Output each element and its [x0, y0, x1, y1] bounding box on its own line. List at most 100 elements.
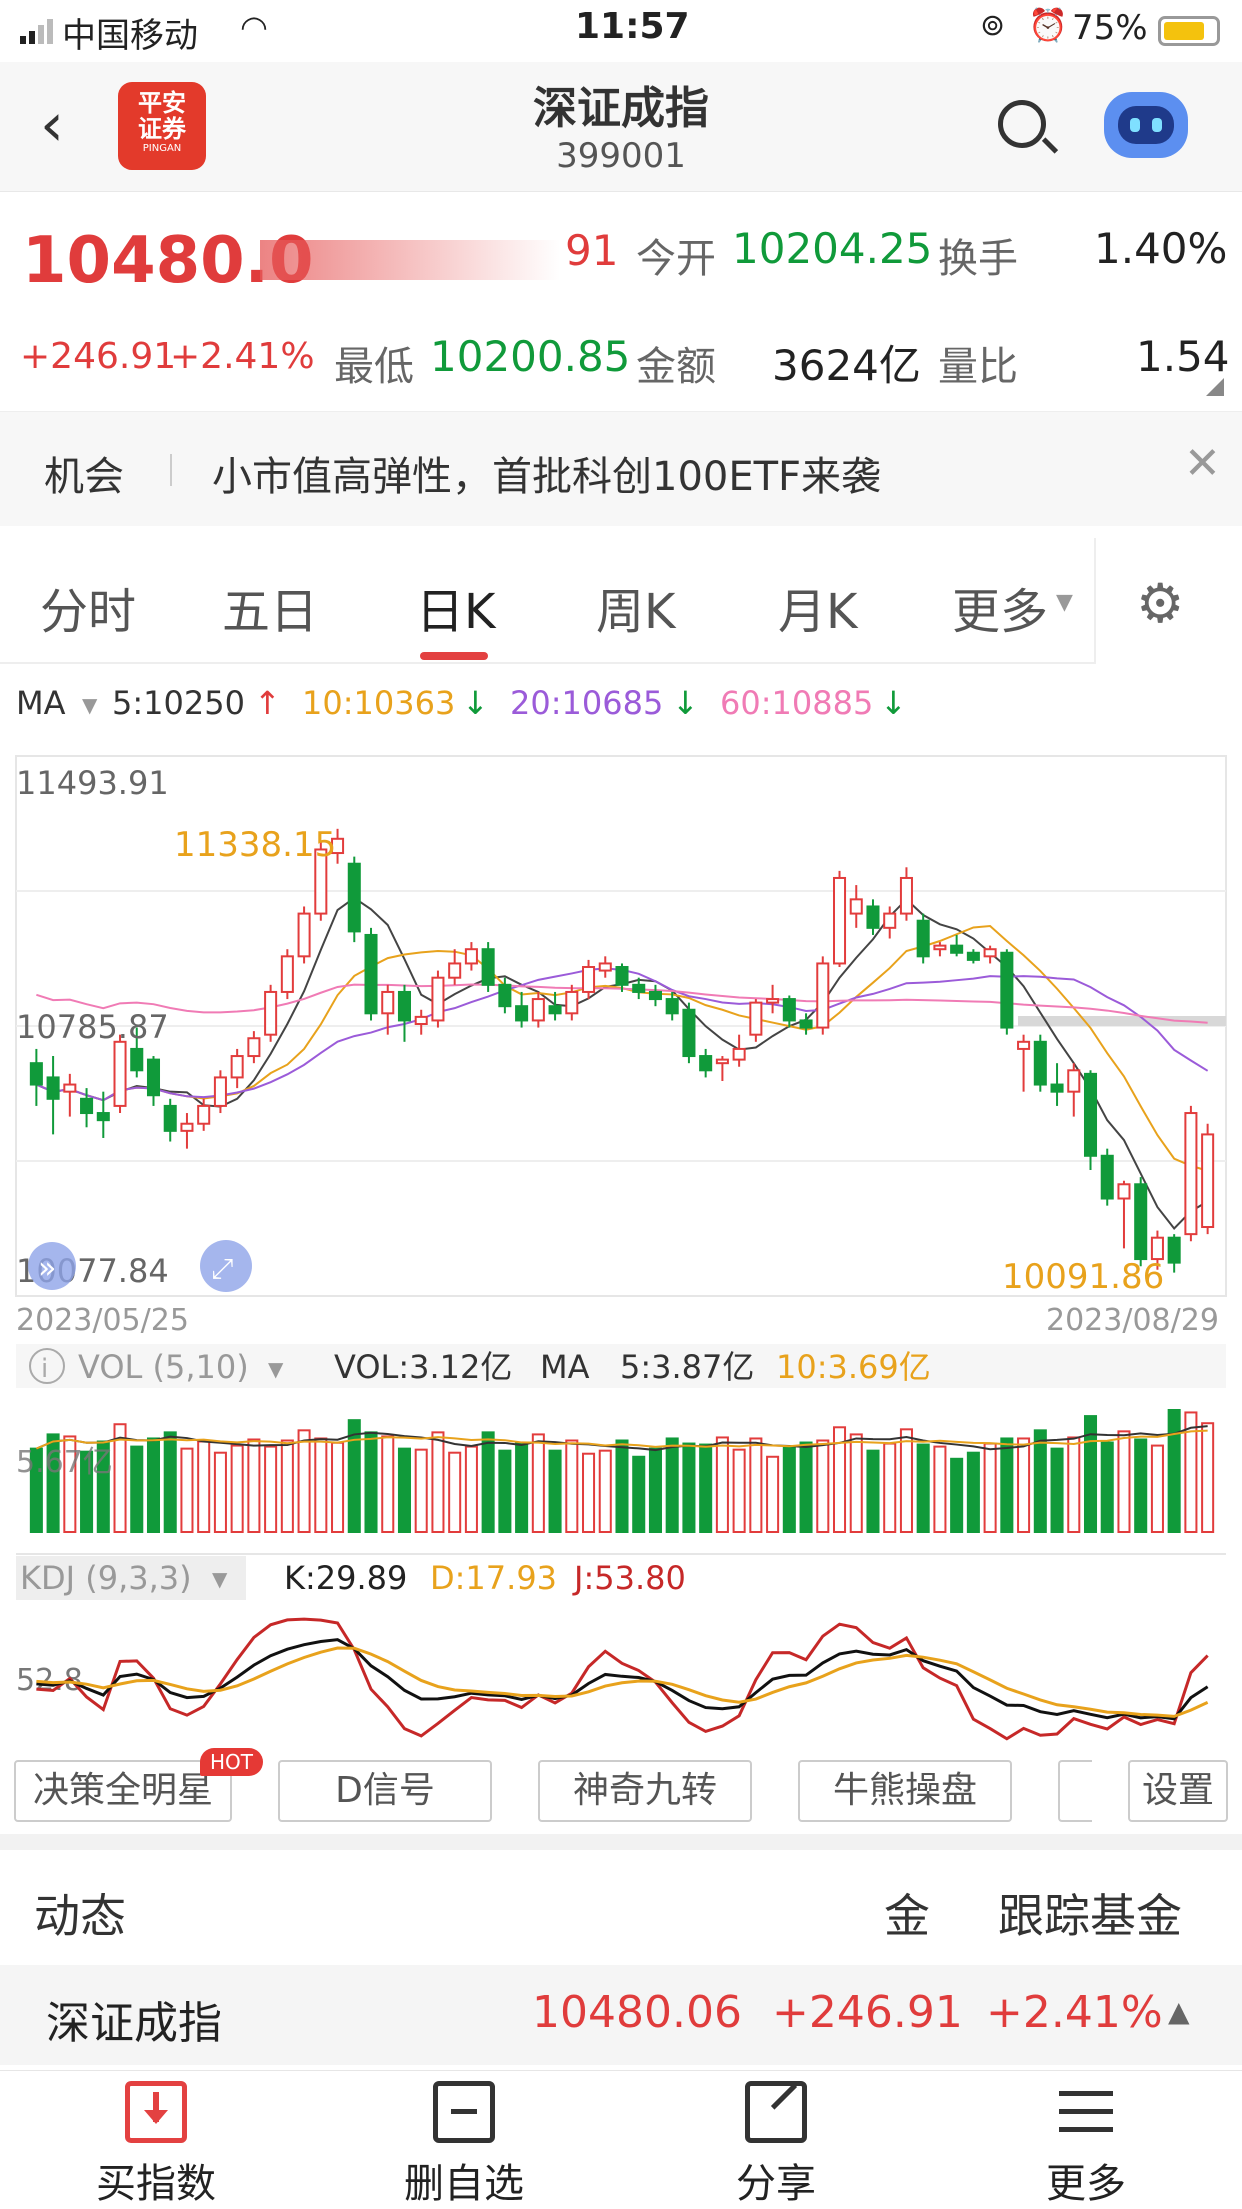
bottom-action-bar: 买指数 删自选 分享 更多	[0, 2070, 1242, 2208]
volume-bar-down	[1050, 1447, 1064, 1534]
kline-chart-area[interactable]: MA ▼ 5:10250 ↑ 10:10363 ↓ 20:10685 ↓ 60:…	[0, 664, 1242, 1824]
volume-bar-up	[1067, 1436, 1081, 1534]
volume-ratio-value: 1.54	[1136, 332, 1230, 381]
search-icon[interactable]	[998, 100, 1059, 154]
down-arrow-icon: ↓	[462, 684, 489, 722]
volume-bar-up	[297, 1429, 311, 1533]
download-icon	[125, 2081, 187, 2143]
volume-bar-down	[548, 1449, 562, 1534]
quote-panel: 10480.0 91 今开 10204.25 换手 1.40% +246.91 …	[0, 192, 1242, 412]
tool-bull-bear[interactable]: 牛熊操盘	[798, 1760, 1012, 1822]
gold-tab[interactable]: 金	[884, 1889, 930, 1943]
down-arrow-icon: ↓	[672, 684, 699, 722]
price-reference-band	[1018, 1016, 1226, 1026]
tab-weekly-k[interactable]: 周K	[596, 584, 676, 640]
candle-down	[146, 1058, 161, 1097]
volume-bar-up	[314, 1437, 328, 1534]
volume-bar-down	[163, 1431, 177, 1533]
candle-up	[448, 962, 462, 979]
ma10-line	[35, 925, 1208, 1172]
tab-more[interactable]: 更多	[952, 584, 1049, 640]
ma5-line	[35, 896, 1209, 1230]
candle-down	[632, 983, 646, 993]
index-summary-row[interactable]: 深证成指 10480.06 +246.91 +2.41% ▲	[0, 1965, 1242, 2065]
clock: 11:57	[575, 6, 690, 47]
kdj-legend-box[interactable]	[16, 1556, 246, 1600]
buy-index-button[interactable]: 买指数	[66, 2081, 246, 2209]
tool-decision-stars[interactable]: 决策全明星	[14, 1760, 232, 1822]
nav-bar: ‹ 平安 证券 PINGAN 深证成指 399001	[0, 62, 1242, 192]
tool-d-signal[interactable]: D信号	[278, 1760, 492, 1822]
candle-down	[1134, 1183, 1148, 1261]
hot-badge: HOT	[200, 1748, 263, 1776]
candle-down	[699, 1055, 713, 1072]
ma5-value: 5:10250	[112, 684, 245, 722]
vol-label[interactable]: VOL (5,10)	[78, 1348, 249, 1386]
volume-bar-up	[431, 1431, 445, 1533]
low-label: 最低	[334, 344, 414, 390]
tool-settings[interactable]: 设置	[1128, 1760, 1228, 1822]
vol-ma5: 5:3.87亿	[620, 1348, 754, 1386]
remove-watchlist-button[interactable]: 删自选	[374, 2081, 554, 2209]
tracking-fund-tab[interactable]: 跟踪基金	[998, 1889, 1182, 1943]
tab-fenshi[interactable]: 分时	[40, 584, 137, 640]
volume-bar-up	[63, 1435, 77, 1534]
candle-up	[297, 912, 311, 958]
tab-five-day[interactable]: 五日	[222, 584, 319, 640]
candle-down	[866, 905, 880, 929]
ma-dropdown-icon[interactable]: ▼	[82, 693, 98, 717]
vol-ma-label: MA	[540, 1348, 590, 1386]
back-icon[interactable]: ‹	[40, 90, 64, 160]
more-button[interactable]: 更多	[996, 2081, 1176, 2209]
candle-up	[213, 1076, 227, 1107]
banner-tag: 机会	[44, 454, 124, 500]
tool-magic-nine[interactable]: 神奇九转	[538, 1760, 752, 1822]
index-name: 深证成指	[46, 1998, 222, 2049]
dynamic-tab[interactable]: 动态	[34, 1889, 126, 1943]
expand-corner-icon[interactable]	[1206, 378, 1224, 396]
fullscreen-icon[interactable]	[200, 1240, 252, 1292]
robot-assistant-icon[interactable]	[1104, 92, 1188, 158]
candle-up	[1017, 1040, 1031, 1050]
tab-divider	[1094, 538, 1096, 664]
kdj-label[interactable]: KDJ (9,3,3)	[20, 1559, 192, 1597]
kdj-dropdown-icon[interactable]: ▼	[212, 1567, 228, 1591]
indicator-tools: 决策全明星 HOT D信号 神奇九转 牛熊操盘 设置	[0, 1748, 1242, 1834]
gear-icon[interactable]: ⚙	[1136, 572, 1185, 635]
volume-bar-up	[464, 1445, 478, 1533]
candle-down	[29, 1062, 43, 1086]
volume-bar-up	[983, 1442, 997, 1533]
tab-monthly-k[interactable]: 月K	[778, 584, 858, 640]
candle-up	[230, 1055, 244, 1079]
candle-down	[130, 1047, 144, 1072]
down-arrow-icon: ↓	[880, 684, 907, 722]
vol-dropdown-icon[interactable]: ▼	[268, 1357, 284, 1381]
battery-percent: 75%	[1072, 8, 1148, 48]
candle-up	[1150, 1236, 1164, 1261]
share-button[interactable]: 分享	[686, 2081, 866, 2209]
volume-bar-down	[1134, 1438, 1148, 1534]
fast-forward-icon[interactable]	[28, 1242, 76, 1290]
turnover-value: 1.40%	[1094, 224, 1228, 273]
candle-up	[531, 998, 545, 1022]
volume-bar-up	[280, 1439, 294, 1533]
candle-down	[682, 1008, 696, 1058]
candle-down	[515, 1005, 529, 1022]
app-logo: 平安 证券 PINGAN	[118, 82, 206, 170]
change-percent: +2.41%	[170, 336, 315, 377]
info-icon[interactable]	[29, 1348, 65, 1384]
volume-bar-up	[448, 1451, 462, 1534]
collapse-up-icon[interactable]: ▲	[1168, 1995, 1190, 2028]
tab-daily-k[interactable]: 日K	[416, 584, 496, 640]
volume-bar-up	[1184, 1411, 1198, 1533]
kline-chart-svg[interactable]: MA ▼ 5:10250 ↑ 10:10363 ↓ 20:10685 ↓ 60:…	[0, 664, 1242, 1754]
close-icon[interactable]: ✕	[1184, 438, 1221, 489]
candle-up	[766, 998, 780, 1004]
opportunity-banner[interactable]: 机会 小市值高弹性，首批科创100ETF来袭 ✕	[0, 412, 1242, 526]
ma-label[interactable]: MA	[16, 684, 66, 722]
tool-overflow[interactable]	[1058, 1760, 1092, 1822]
vol-ma10: 10:3.69亿	[776, 1348, 931, 1386]
wifi-icon: ◠	[240, 8, 268, 46]
candle-up	[431, 976, 445, 1022]
tabs-bottom-line	[0, 662, 1094, 664]
